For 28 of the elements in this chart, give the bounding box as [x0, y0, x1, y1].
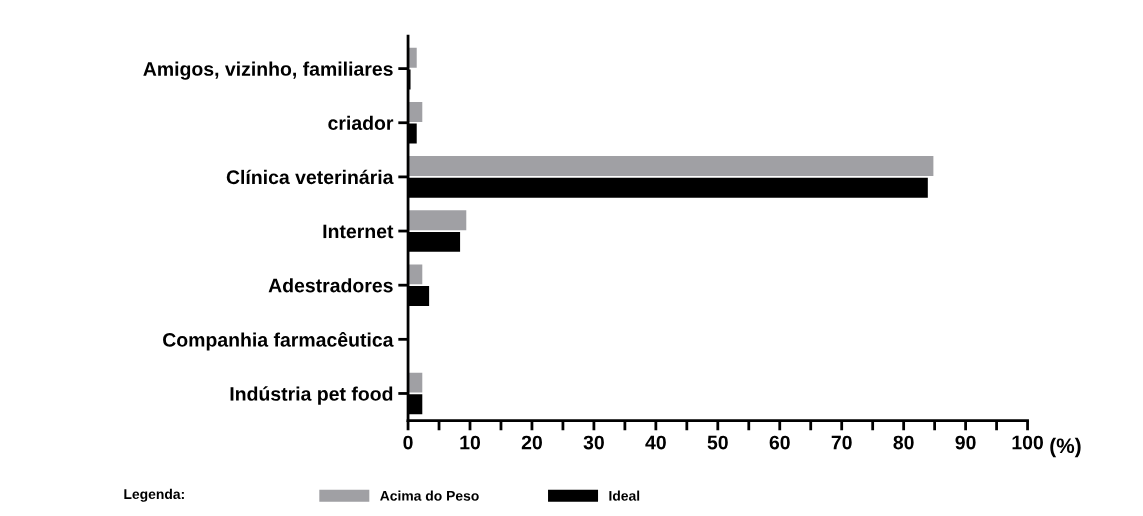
x-tick-label: 50 [707, 435, 728, 450]
x-tick-label: 90 [955, 435, 976, 450]
legend-label: Ideal [609, 490, 640, 501]
y-tick-label: criador [328, 115, 394, 130]
bar [408, 156, 934, 177]
bar [408, 47, 417, 68]
bar [408, 372, 423, 393]
x-tick-label: 80 [893, 435, 914, 450]
x-tick-label: 60 [769, 435, 790, 450]
bar [408, 210, 467, 231]
x-tick-label: 10 [460, 435, 481, 450]
bar [408, 264, 423, 285]
x-tick-label: 100 [1012, 435, 1043, 450]
x-tick-label: 70 [831, 435, 852, 450]
x-tick-label: 40 [645, 435, 666, 450]
x-axis-title: (%) [1050, 437, 1081, 458]
y-tick-label: Adestradores [268, 278, 393, 293]
x-tick-label: 20 [521, 435, 542, 450]
y-tick-label: Amigos, vizinho, familiares [143, 61, 393, 80]
y-tick-label: Clínica veterinária [226, 169, 394, 185]
y-tick-label: Indústria pet food [230, 386, 393, 405]
x-tick-label: 0 [403, 435, 413, 450]
y-tick-label: Internet [323, 224, 394, 239]
x-tick-label: 30 [583, 435, 604, 450]
legend-label: Acima do Peso [380, 490, 479, 501]
y-tick-label: Companhia farmacêutica [163, 332, 394, 351]
bar [408, 101, 423, 122]
legend-title: Legenda: [124, 488, 184, 502]
